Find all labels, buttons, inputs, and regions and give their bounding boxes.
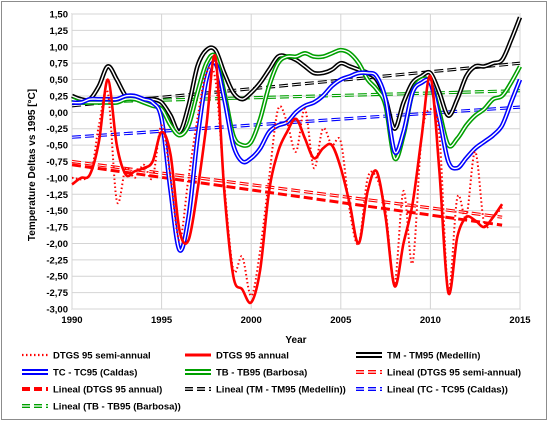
series-line bbox=[71, 60, 523, 253]
legend-label: Lineal (TB - TB95 (Barbosa)) bbox=[53, 402, 181, 413]
legend-label: TC - TC95 (Caldas) bbox=[53, 368, 137, 379]
y-tick-label: -1,50 bbox=[46, 206, 68, 217]
series-5 bbox=[71, 47, 522, 162]
y-tick-label: 0,00 bbox=[50, 108, 69, 119]
x-tick-label: 1990 bbox=[61, 315, 82, 326]
legend-item: DTGS 95 annual bbox=[185, 351, 289, 362]
y-tick-label: -0,25 bbox=[46, 124, 68, 135]
series-group bbox=[71, 16, 523, 305]
x-tick-label: 2015 bbox=[509, 315, 531, 326]
legend-item: Lineal (TB - TB95 (Barbosa)) bbox=[22, 402, 181, 413]
legend-label: TB - TB95 (Barbosa) bbox=[216, 368, 307, 379]
x-tick-label: 2010 bbox=[420, 315, 441, 326]
y-tick-label: -1,00 bbox=[46, 173, 68, 184]
y-tick-label: 1,25 bbox=[50, 26, 69, 37]
series-line bbox=[71, 53, 504, 305]
y-tick-label: 0,75 bbox=[50, 59, 69, 70]
x-tick-label: 2000 bbox=[241, 315, 262, 326]
legend-label: Lineal (DTGS 95 annual) bbox=[53, 385, 162, 396]
series-4 bbox=[71, 60, 523, 253]
y-tick-label: 0,25 bbox=[50, 91, 69, 102]
legend-item: Lineal (DTGS 95 annual) bbox=[22, 385, 162, 396]
trendline-inner bbox=[71, 62, 521, 107]
legend-item: Lineal (TM - TM95 (Medellín)) bbox=[185, 385, 346, 396]
legend: DTGS 95 semi-annual DTGS 95 annual TM - TM… bbox=[22, 351, 521, 413]
series-7 bbox=[71, 163, 503, 227]
trendline-inner bbox=[71, 90, 521, 103]
y-tick-label: -2,00 bbox=[46, 239, 68, 250]
y-tick-label: -0,75 bbox=[46, 157, 68, 168]
series-8 bbox=[71, 61, 521, 108]
x-axis-label: Year bbox=[285, 335, 306, 346]
series-10 bbox=[71, 89, 521, 105]
legend-item: Lineal (DTGS 95 semi-annual) bbox=[356, 368, 521, 379]
y-tick-label: -3,00 bbox=[46, 305, 68, 316]
legend-label: DTGS 95 semi-annual bbox=[53, 351, 151, 362]
trendline-inner bbox=[71, 161, 503, 218]
x-tick-label: 1995 bbox=[151, 315, 173, 326]
series-9 bbox=[71, 105, 521, 139]
y-tick-label: -1,75 bbox=[46, 223, 68, 234]
y-tick-label: -0,50 bbox=[46, 141, 68, 152]
series-2 bbox=[71, 53, 504, 305]
legend-label: DTGS 95 annual bbox=[216, 351, 289, 362]
legend-item: DTGS 95 semi-annual bbox=[22, 351, 151, 362]
legend-label: Lineal (TM - TM95 (Medellín)) bbox=[216, 385, 346, 396]
y-axis-label: Temperature Deltas vs 1995 [°C] bbox=[27, 89, 38, 241]
series-6 bbox=[71, 159, 503, 219]
y-tick-label: -2,50 bbox=[46, 272, 68, 283]
legend-item: TM - TM95 (Medellín) bbox=[356, 351, 480, 362]
series-line-inner bbox=[71, 61, 521, 252]
legend-label: TM - TM95 (Medellín) bbox=[387, 351, 480, 362]
x-tick-label: 2005 bbox=[330, 315, 352, 326]
y-tick-label: 1,00 bbox=[50, 42, 69, 53]
y-tick-label: 0,50 bbox=[50, 75, 69, 86]
y-tick-label: -2,25 bbox=[46, 255, 68, 266]
trendline bbox=[71, 163, 503, 227]
y-axis-ticks: 1,50 1,25 1,00 0,75 0,50 0,25 0,00 -0,25 -0,50 -0… bbox=[46, 10, 68, 316]
y-tick-label: -2,75 bbox=[46, 288, 68, 299]
legend-item: Lineal (TC - TC95 (Caldas)) bbox=[356, 385, 508, 396]
y-tick-label: 1,50 bbox=[50, 10, 69, 21]
legend-label: Lineal (DTGS 95 semi-annual) bbox=[387, 368, 521, 379]
trendline-inner bbox=[71, 106, 521, 138]
y-tick-label: -1,25 bbox=[46, 190, 68, 201]
legend-label: Lineal (TC - TC95 (Caldas)) bbox=[387, 385, 508, 396]
legend-item: TC - TC95 (Caldas) bbox=[22, 368, 137, 379]
series-line-inner bbox=[71, 49, 521, 160]
legend-item: TB - TB95 (Barbosa) bbox=[185, 368, 307, 379]
x-axis-ticks: 1990 1995 2000 2005 2010 2015 bbox=[61, 315, 531, 326]
